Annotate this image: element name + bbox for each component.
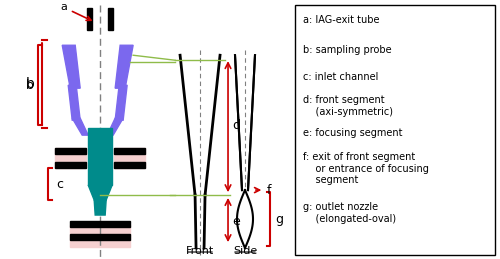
Text: b: sampling probe: b: sampling probe bbox=[303, 45, 392, 55]
Polygon shape bbox=[62, 45, 80, 88]
Text: d: d bbox=[232, 119, 240, 132]
Text: c: c bbox=[56, 178, 64, 191]
Bar bbox=[114, 148, 145, 168]
Bar bbox=[114, 162, 145, 168]
Text: g: outlet nozzle
    (elongated-oval): g: outlet nozzle (elongated-oval) bbox=[303, 202, 396, 224]
Bar bbox=[114, 148, 145, 154]
Text: f: f bbox=[254, 184, 272, 197]
Polygon shape bbox=[88, 185, 112, 200]
Bar bbox=[55, 148, 86, 154]
Polygon shape bbox=[107, 118, 123, 135]
Bar bbox=[70, 234, 130, 240]
Text: b: b bbox=[26, 77, 34, 91]
Polygon shape bbox=[115, 85, 127, 120]
Polygon shape bbox=[68, 85, 80, 120]
Polygon shape bbox=[72, 118, 88, 135]
Polygon shape bbox=[94, 200, 106, 215]
Text: f: exit of front segment
    or entrance of focusing
    segment: f: exit of front segment or entrance of … bbox=[303, 152, 429, 185]
Polygon shape bbox=[108, 8, 113, 30]
Text: a: a bbox=[60, 2, 91, 20]
Text: g: g bbox=[275, 213, 283, 226]
Text: d: front segment
    (axi-symmetric): d: front segment (axi-symmetric) bbox=[303, 95, 393, 117]
Bar bbox=[55, 148, 86, 168]
Polygon shape bbox=[88, 128, 112, 185]
Text: e: e bbox=[232, 215, 240, 228]
Text: e: focusing segment: e: focusing segment bbox=[303, 128, 402, 138]
Bar bbox=[295, 5, 494, 255]
Polygon shape bbox=[115, 45, 133, 88]
Bar bbox=[70, 225, 130, 247]
Text: Side: Side bbox=[233, 246, 257, 256]
Polygon shape bbox=[87, 8, 92, 30]
Bar bbox=[70, 221, 130, 227]
Text: a: IAG-exit tube: a: IAG-exit tube bbox=[303, 15, 380, 25]
Text: Front: Front bbox=[186, 246, 214, 256]
Bar bbox=[55, 162, 86, 168]
Text: c: inlet channel: c: inlet channel bbox=[303, 72, 378, 82]
Text: b: b bbox=[26, 79, 34, 92]
